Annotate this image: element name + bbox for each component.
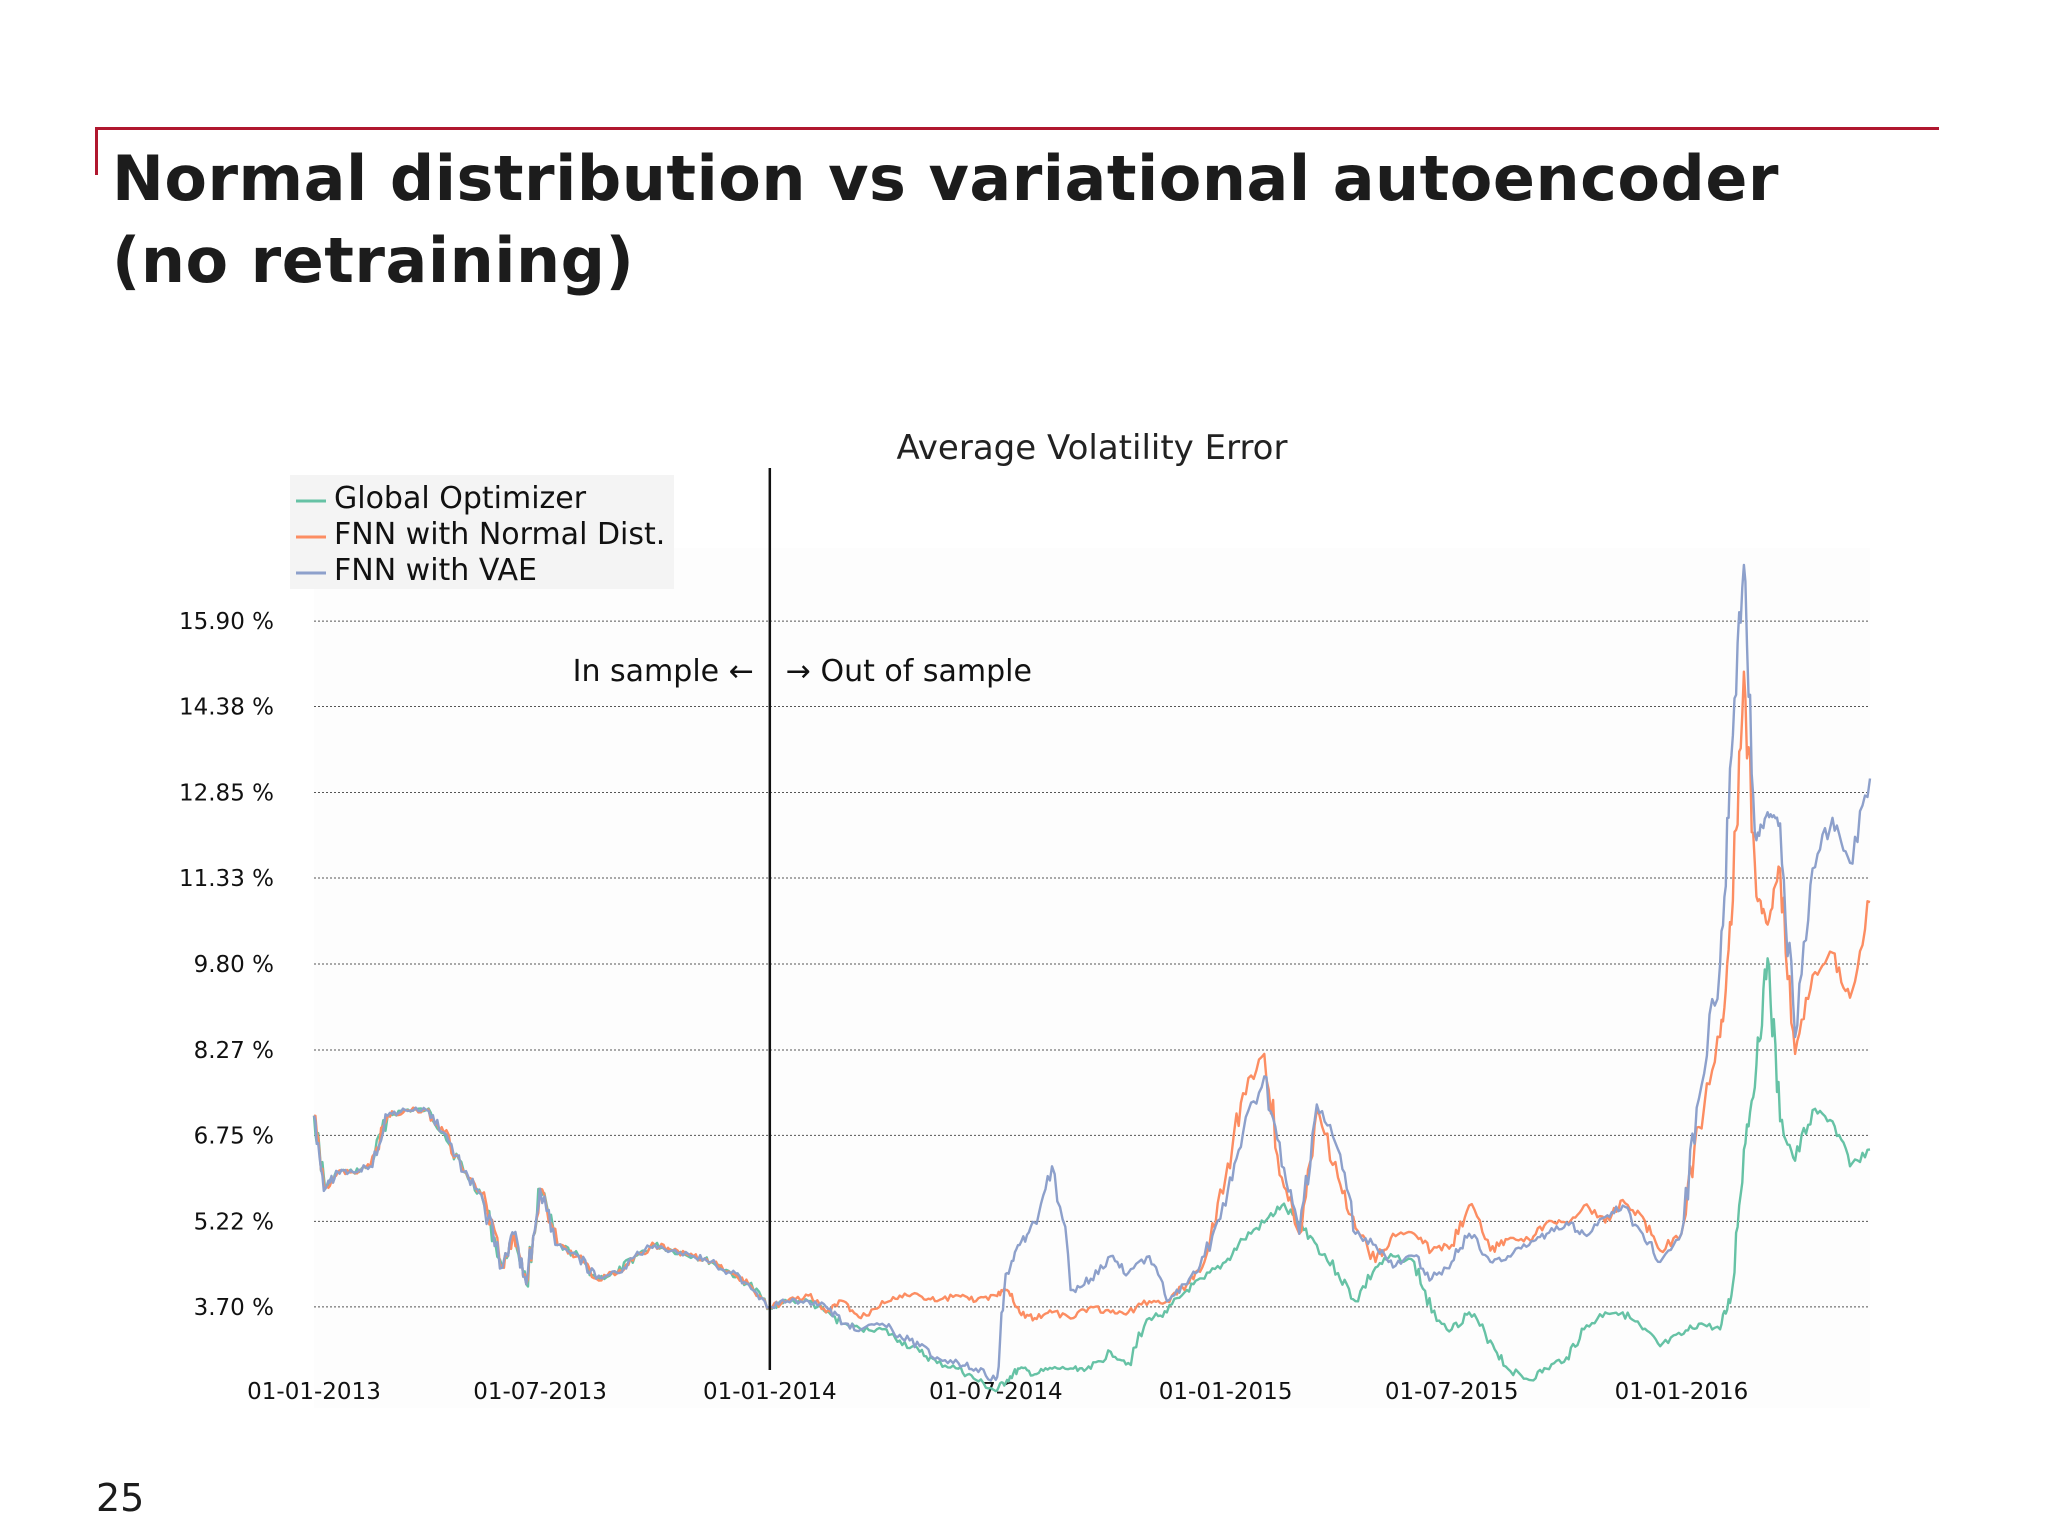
y-axis-tick-labels: 3.70 % 5.22 % 6.75 % 8.27 % 9.80 % 11.33 % 12.…: [179, 609, 274, 1321]
legend-box: [290, 475, 674, 589]
series-line-2: [313, 670, 1871, 1322]
y-tick-label: 8.27 %: [194, 1038, 274, 1064]
series-line-3: [312, 563, 1872, 1382]
slide-frame-left-rule: [95, 127, 98, 175]
x-tick-label: 01-07-2015: [1385, 1379, 1519, 1405]
chart-title: Average Volatility Error: [897, 428, 1288, 468]
in-sample-label: In sample ←: [573, 654, 754, 689]
x-tick-label: 01-01-2014: [703, 1379, 837, 1405]
legend-label: FNN with VAE: [334, 553, 537, 588]
y-tick-label: 12.85 %: [179, 781, 274, 807]
x-tick-label: 01-01-2013: [247, 1379, 381, 1405]
y-tick-label: 14.38 %: [179, 695, 274, 721]
x-tick-label: 01-01-2016: [1615, 1379, 1749, 1405]
y-tick-label: 5.22 %: [194, 1209, 274, 1235]
page-number: 25: [96, 1476, 145, 1520]
y-tick-label: 6.75 %: [194, 1123, 274, 1149]
y-tick-label: 11.33 %: [179, 866, 274, 892]
legend-label: Global Optimizer: [334, 481, 587, 516]
out-of-sample-label: → Out of sample: [786, 654, 1032, 689]
plot-area-background: [314, 548, 1870, 1408]
y-tick-label: 15.90 %: [179, 609, 274, 635]
x-tick-label: 01-01-2015: [1159, 1379, 1293, 1405]
slide-frame-top-rule: [95, 127, 1939, 130]
x-tick-label: 01-07-2013: [473, 1379, 607, 1405]
legend-label: FNN with Normal Dist.: [334, 517, 665, 552]
y-tick-label: 9.80 %: [194, 952, 274, 978]
slide-title: Normal distribution vs variational autoe…: [112, 142, 1779, 297]
series-lines: [312, 563, 1872, 1393]
y-tick-label: 3.70 %: [194, 1295, 274, 1321]
